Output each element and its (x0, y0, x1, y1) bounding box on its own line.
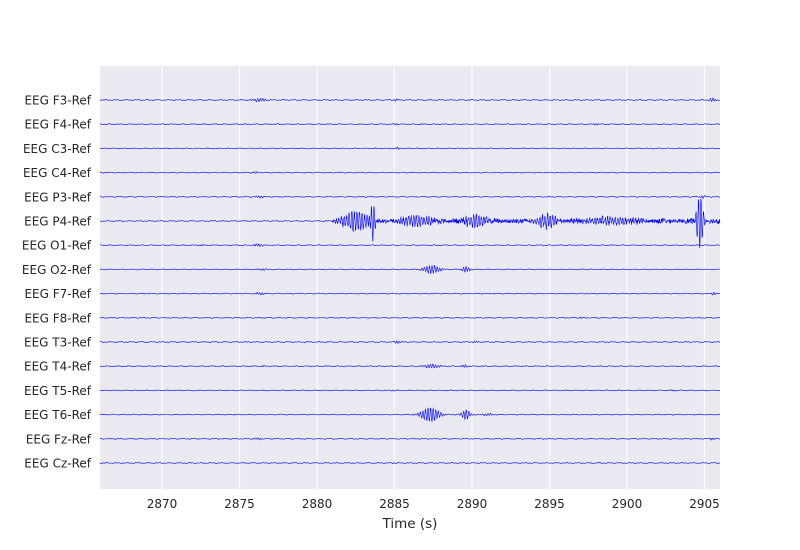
trace-eeg-f7-ref (99, 291, 721, 296)
trace-eeg-p4-ref (99, 198, 721, 248)
x-axis-label: Time (s) (382, 516, 438, 532)
trace-eeg-fz-ref (99, 437, 721, 441)
channel-label-eeg-o2-ref: EEG O2-Ref (22, 263, 92, 277)
x-tick-label-2890: 2890 (457, 497, 488, 511)
x-tick-label-2895: 2895 (534, 497, 565, 511)
x-tick-label-2885: 2885 (379, 497, 410, 511)
channel-label-eeg-t4-ref: EEG T4-Ref (24, 360, 92, 374)
trace-eeg-t3-ref (99, 340, 721, 344)
channel-label-eeg-p3-ref: EEG P3-Ref (24, 190, 92, 204)
channel-label-eeg-t3-ref: EEG T3-Ref (24, 336, 92, 350)
channel-label-eeg-cz-ref: EEG Cz-Ref (24, 457, 91, 471)
trace-eeg-t5-ref (99, 389, 721, 392)
trace-eeg-c3-ref (99, 146, 721, 150)
trace-eeg-f4-ref (99, 123, 721, 126)
channel-traces (99, 97, 721, 465)
trace-eeg-o2-ref (99, 264, 721, 275)
trace-eeg-c4-ref (99, 171, 721, 174)
x-tick-label-2875: 2875 (224, 497, 255, 511)
x-tick-label-2905: 2905 (689, 497, 720, 511)
channel-label-eeg-f8-ref: EEG F8-Ref (24, 311, 91, 325)
trace-eeg-f8-ref (99, 316, 721, 319)
trace-eeg-t4-ref (99, 363, 721, 369)
x-tick-label-2880: 2880 (302, 497, 333, 511)
x-tick-labels: 2870 2875 2880 2885 2890 2895 2900 2905 (147, 497, 720, 511)
trace-eeg-f3-ref (99, 97, 721, 103)
channel-label-eeg-p4-ref: EEG P4-Ref (24, 215, 92, 229)
trace-eeg-o1-ref (99, 243, 721, 247)
channel-label-eeg-c3-ref: EEG C3-Ref (23, 142, 92, 156)
channel-labels: EEG F3-Ref EEG F4-Ref EEG C3-Ref EEG C4-Ref… (22, 94, 92, 471)
channel-label-eeg-t5-ref: EEG T5-Ref (24, 384, 92, 398)
x-tick-label-2900: 2900 (612, 497, 643, 511)
channel-label-eeg-f7-ref: EEG F7-Ref (24, 287, 91, 301)
channel-label-eeg-f4-ref: EEG F4-Ref (24, 118, 91, 132)
trace-eeg-t6-ref (99, 407, 720, 423)
x-tick-label-2870: 2870 (147, 497, 178, 511)
channel-label-eeg-fz-ref: EEG Fz-Ref (26, 432, 92, 446)
grid-lines (161, 66, 706, 489)
channel-label-eeg-f3-ref: EEG F3-Ref (24, 94, 91, 108)
channel-label-eeg-c4-ref: EEG C4-Ref (23, 166, 92, 180)
channel-label-eeg-o1-ref: EEG O1-Ref (22, 239, 92, 253)
trace-eeg-cz-ref (99, 462, 721, 465)
channel-label-eeg-t6-ref: EEG T6-Ref (24, 408, 92, 422)
trace-eeg-p3-ref (99, 194, 721, 199)
plot-area (100, 66, 720, 489)
